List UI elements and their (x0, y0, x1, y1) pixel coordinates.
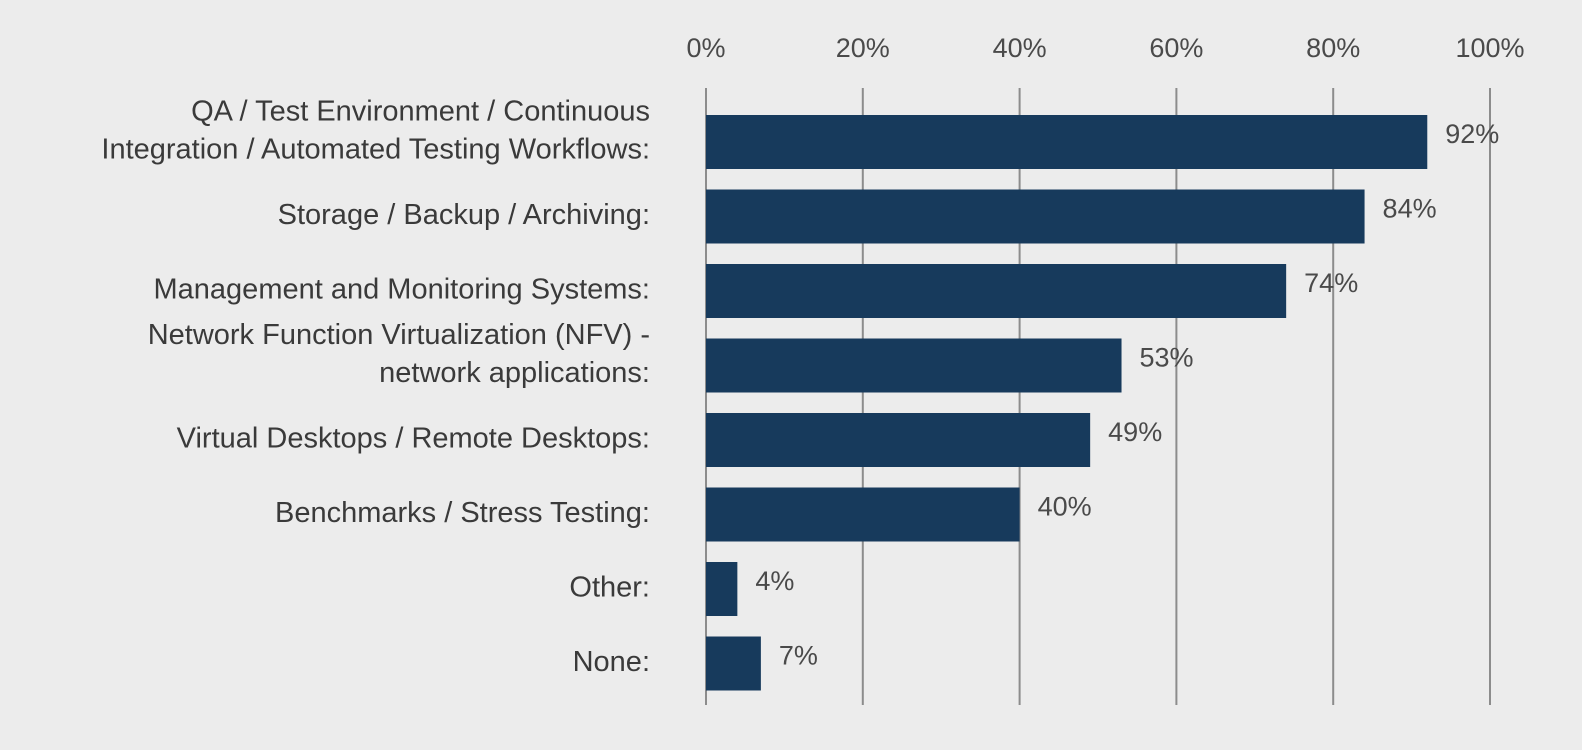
category-label-line: Other: (569, 572, 650, 604)
category-label-1: QA / Test Environment / Continuous Integr… (101, 96, 650, 166)
x-tick-label-100: 100% (1455, 33, 1524, 63)
category-label-7: Other: (569, 572, 650, 604)
bar-3 (706, 264, 1287, 318)
category-label-line: QA / Test Environment / Continuous (191, 96, 650, 128)
data-label-1: 92% (1445, 119, 1499, 149)
data-label-8: 7% (779, 641, 818, 671)
category-labels: QA / Test Environment / Continuous Integr… (101, 96, 650, 679)
x-tick-label-0: 0% (686, 33, 725, 63)
category-label-line: Network Function Virtualization (NFV) - (148, 319, 650, 351)
bar-4 (706, 338, 1122, 393)
data-labels: 92% 84% 74% 53% 49% 40% 4% 7% (755, 119, 1499, 671)
data-label-2: 84% (1383, 194, 1437, 224)
x-tick-label-40: 40% (993, 33, 1047, 63)
category-label-line: Integration / Automated Testing Workflow… (101, 134, 650, 166)
data-label-4: 53% (1140, 343, 1194, 373)
category-label-4: Network Function Virtualization (NFV) - n… (148, 319, 650, 389)
bar-2 (706, 189, 1365, 244)
category-label-line: Virtual Desktops / Remote Desktops: (177, 423, 650, 455)
x-tick-label-60: 60% (1149, 33, 1203, 63)
x-tick-label-20: 20% (836, 33, 890, 63)
data-label-6: 40% (1038, 492, 1092, 522)
category-label-2: Storage / Backup / Archiving: (278, 199, 650, 231)
category-label-line: Benchmarks / Stress Testing: (275, 497, 650, 529)
category-label-6: Benchmarks / Stress Testing: (275, 497, 650, 529)
bar-7 (706, 562, 738, 616)
category-label-line: network applications: (379, 357, 650, 389)
data-label-7: 4% (755, 566, 794, 596)
category-label-5: Virtual Desktops / Remote Desktops: (177, 423, 650, 455)
bar-1 (706, 115, 1428, 169)
bar-6 (706, 487, 1020, 542)
x-axis-ticks: 0% 20% 40% 60% 80% 100% (686, 33, 1524, 63)
x-tick-label-80: 80% (1306, 33, 1360, 63)
bars (706, 115, 1428, 691)
category-label-line: Management and Monitoring Systems: (154, 274, 650, 306)
bar-8 (706, 636, 761, 691)
category-label-8: None: (573, 646, 650, 678)
category-label-line: Storage / Backup / Archiving: (278, 199, 650, 231)
category-label-line: None: (573, 646, 650, 678)
data-label-5: 49% (1108, 417, 1162, 447)
category-label-3: Management and Monitoring Systems: (154, 274, 650, 306)
bar-5 (706, 413, 1091, 467)
data-label-3: 74% (1304, 268, 1358, 298)
